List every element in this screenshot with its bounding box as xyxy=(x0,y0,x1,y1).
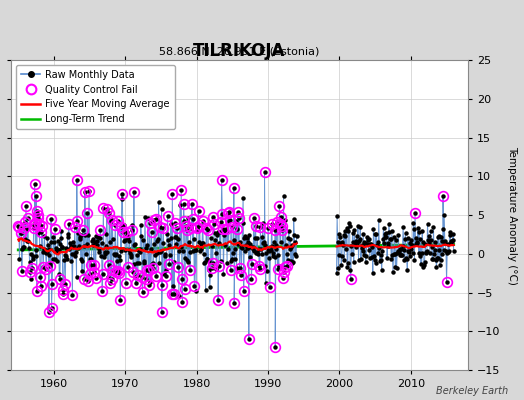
Title: TILRIKOJA: TILRIKOJA xyxy=(193,42,286,60)
Legend: Raw Monthly Data, Quality Control Fail, Five Year Moving Average, Long-Term Tren: Raw Monthly Data, Quality Control Fail, … xyxy=(16,65,174,129)
Text: 58.866 N, 26.951 E (Estonia): 58.866 N, 26.951 E (Estonia) xyxy=(159,47,320,57)
Y-axis label: Temperature Anomaly (°C): Temperature Anomaly (°C) xyxy=(507,146,517,284)
Text: Berkeley Earth: Berkeley Earth xyxy=(436,386,508,396)
